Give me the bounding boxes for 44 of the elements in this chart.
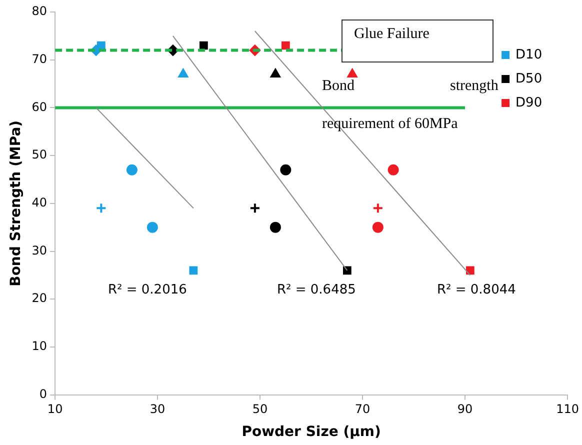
annotation: R² = 0.8044 — [437, 282, 516, 298]
legend-label: D50 — [516, 71, 542, 86]
point — [270, 222, 281, 233]
annotation: strength — [450, 78, 499, 94]
point — [249, 202, 260, 214]
point — [200, 41, 208, 50]
point — [97, 41, 106, 50]
y-tick-label: 30 — [32, 243, 48, 258]
point — [466, 266, 474, 275]
y-tick-label: 40 — [32, 196, 48, 210]
point — [347, 68, 358, 78]
legend-label: D10 — [516, 47, 542, 62]
y-tick-label: 20 — [32, 291, 48, 306]
annotation: R² = 0.6485 — [277, 282, 356, 298]
point — [126, 164, 138, 176]
point — [388, 164, 399, 176]
annotation: requirement of 60MPa — [322, 116, 458, 132]
point — [372, 222, 384, 233]
point — [146, 222, 158, 233]
point — [280, 164, 292, 176]
annotation: Bond — [322, 78, 356, 94]
y-tick-label: 50 — [32, 148, 48, 162]
y-axis-title: Bond Strength (MPa) — [8, 120, 24, 286]
point — [270, 68, 280, 78]
y-tick-label: 10 — [32, 339, 48, 354]
point — [282, 41, 290, 50]
y-tick-label: 60 — [32, 100, 48, 114]
x-tick-label: 110 — [556, 402, 579, 416]
annotation: R² = 0.2016 — [108, 282, 187, 298]
x-tick-label: 30 — [150, 402, 166, 416]
y-tick-label: 0 — [39, 386, 48, 401]
point — [372, 202, 384, 214]
x-tick-label: 10 — [47, 402, 63, 416]
x-tick-label: 50 — [252, 402, 268, 416]
point — [178, 68, 188, 78]
y-tick-label: 70 — [32, 52, 48, 66]
legend-label: D90 — [516, 95, 542, 110]
x-tick-label: 90 — [457, 402, 473, 416]
x-tick-label: 70 — [354, 402, 370, 416]
y-tick-label: 80 — [32, 4, 48, 18]
point — [96, 202, 107, 214]
point — [189, 266, 198, 275]
x-axis-title: Powder Size (µm) — [242, 424, 381, 440]
annotation: Glue Failure — [354, 26, 430, 42]
